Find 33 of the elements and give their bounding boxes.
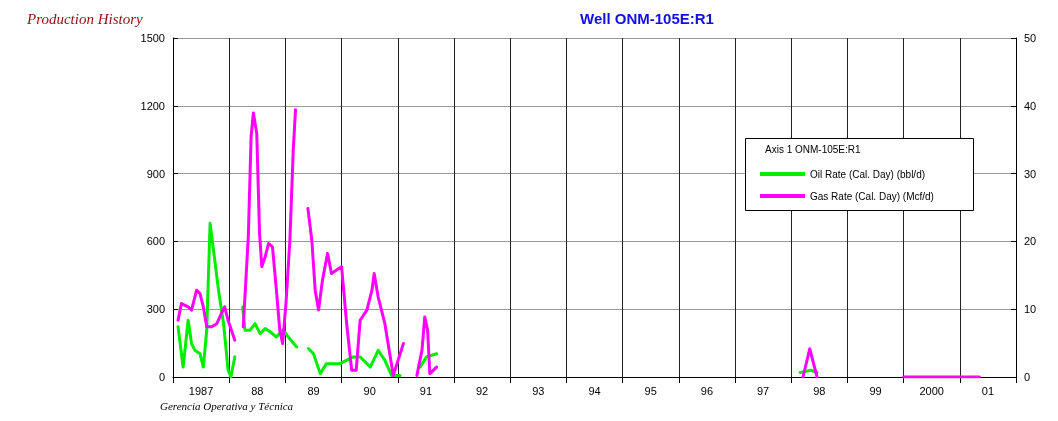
legend-title: Axis 1 ONM-105E:R1 <box>765 143 862 155</box>
y-tick-label: 0 <box>158 371 165 383</box>
y2-tick-label: 20 <box>1024 235 1037 248</box>
y2-tick-label: 40 <box>1024 99 1037 112</box>
chart-title: Well ONM-105E:R1 <box>580 10 714 27</box>
y2-tick-label: 0 <box>1024 371 1031 383</box>
x-tick-label: 91 <box>419 384 433 397</box>
x-tick-label: 99 <box>869 384 882 397</box>
legend-label: Oil Rate (Cal. Day) (bbl/d) <box>810 168 926 180</box>
legend-label: Gas Rate (Cal. Day) (Mcf/d) <box>810 190 934 202</box>
x-tick-label: 97 <box>756 384 770 397</box>
y-tick-label: 1500 <box>140 32 165 44</box>
x-tick-label: 93 <box>532 384 545 397</box>
y2-tick-label: 30 <box>1024 167 1037 180</box>
y-tick-label: 1200 <box>140 99 165 112</box>
chart-subtitle: Production History <box>26 10 144 27</box>
x-tick-label: 01 <box>981 384 995 397</box>
y-tick-label: 900 <box>146 167 165 180</box>
x-tick-label: 88 <box>251 384 264 397</box>
y2-tick-label: 10 <box>1024 303 1037 316</box>
y-tick-label: 300 <box>146 303 165 316</box>
x-tick-label: 92 <box>475 384 489 397</box>
x-tick-label: 95 <box>644 384 657 397</box>
y2-tick-label: 50 <box>1024 32 1037 44</box>
y-tick-label: 600 <box>146 235 165 248</box>
x-tick-label: 2000 <box>919 384 944 397</box>
text: Gerencia Operativa y Técnica <box>160 399 294 412</box>
x-tick-label: 90 <box>363 384 376 397</box>
x-tick-label: 89 <box>307 384 320 397</box>
x-tick-label: 94 <box>588 384 601 397</box>
x-tick-label: 98 <box>813 384 826 397</box>
x-tick-label: 1987 <box>188 384 214 397</box>
x-tick-label: 96 <box>700 384 714 397</box>
